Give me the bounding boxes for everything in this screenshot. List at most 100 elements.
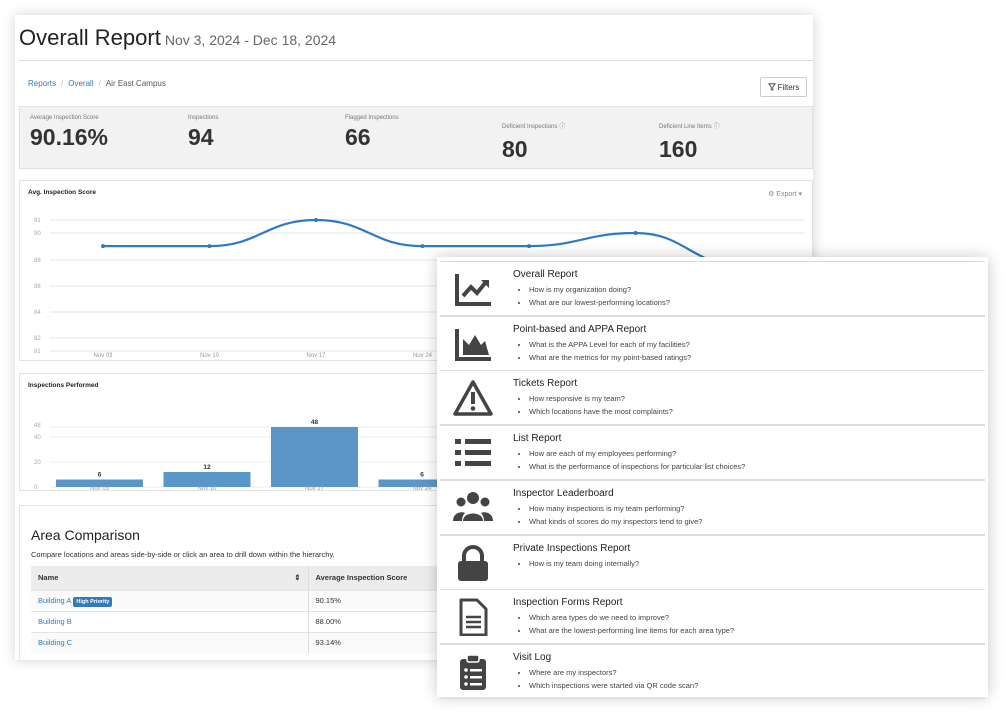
question-item: What are our lowest-performing locations… xyxy=(529,296,670,309)
question-item: Which locations have the most complaints… xyxy=(529,405,673,418)
info-icon[interactable]: ⓘ xyxy=(713,124,720,130)
report-option[interactable]: Private Inspections Report How is my team… xyxy=(440,534,985,590)
date-range: Nov 3, 2024 - Dec 18, 2024 xyxy=(164,32,337,48)
report-title[interactable]: Inspector Leaderboard xyxy=(513,487,614,499)
stat-value: 94 xyxy=(188,124,214,150)
name-cell: Building B xyxy=(31,610,309,632)
stat-value: 80 xyxy=(502,136,528,162)
report-option[interactable]: Inspector Leaderboard How many inspection… xyxy=(440,479,985,535)
report-questions: How many inspections is my team performi… xyxy=(529,502,702,528)
filters-button[interactable]: Filters xyxy=(760,77,807,97)
area-chart-icon xyxy=(453,325,493,363)
stat-card: Deficient Line Items ⓘ 160 xyxy=(659,115,720,163)
y-tick-label: 88 xyxy=(34,258,41,264)
y-tick-label: 82 xyxy=(34,336,41,342)
bar xyxy=(56,479,143,487)
score-cell: 90.15% xyxy=(308,589,451,611)
data-point xyxy=(633,231,638,235)
clipboard-icon xyxy=(453,653,493,691)
column-header-score[interactable]: Average Inspection Score xyxy=(308,566,451,590)
stat-card: Inspections 94 xyxy=(188,115,218,151)
line-chart-icon xyxy=(453,270,493,308)
report-option[interactable]: Point-based and APPA Report What is the A… xyxy=(440,315,985,371)
y-tick-label: 90 xyxy=(34,231,41,237)
table-row[interactable]: Building C 93.14% xyxy=(31,631,451,653)
report-questions: Which area types do we need to improve?W… xyxy=(529,611,734,637)
divider xyxy=(19,60,813,61)
question-item: How many inspections is my team performi… xyxy=(529,502,702,515)
stat-label: Flagged Inspections xyxy=(345,115,399,121)
section-description: Compare locations and areas side-by-side… xyxy=(31,550,335,559)
area-link[interactable]: Building A xyxy=(38,596,72,605)
report-option[interactable]: Tickets Report How responsive is my team?… xyxy=(440,370,985,426)
report-option[interactable]: Visit Log Where are my inspectors?Which i… xyxy=(440,643,985,699)
area-comparison: Area Comparison Compare locations and ar… xyxy=(19,505,813,660)
bar-value-label: 6 xyxy=(98,472,102,479)
export-label: Export xyxy=(776,191,797,198)
bar-value-label: 6 xyxy=(420,472,424,479)
stat-label: Deficient Inspections xyxy=(502,124,558,130)
report-title[interactable]: Private Inspections Report xyxy=(513,542,631,554)
stat-label: Average Inspection Score xyxy=(30,115,99,121)
question-item: How are each of my employees performing? xyxy=(529,447,745,460)
y-tick-label: 48 xyxy=(34,423,41,429)
report-title[interactable]: Overall Report xyxy=(513,269,578,280)
report-questions: How is my organization doing?What are ou… xyxy=(529,283,670,309)
table-row[interactable]: Building B 88.00% xyxy=(31,610,451,632)
report-option[interactable]: Overall Report How is my organization doi… xyxy=(440,261,985,316)
data-point xyxy=(101,244,105,249)
lock-icon xyxy=(453,544,493,582)
question-item: What are the metrics for my point-based … xyxy=(529,351,691,364)
report-questions: Where are my inspectors?Which inspection… xyxy=(529,666,698,692)
score-cell: 93.14% xyxy=(308,631,451,653)
data-point xyxy=(527,244,531,249)
bar xyxy=(163,472,251,487)
title-text: Overall Report xyxy=(19,25,161,50)
area-link[interactable]: Building C xyxy=(38,638,73,648)
stat-value: 66 xyxy=(345,124,371,150)
section-title: Area Comparison xyxy=(31,527,140,543)
chart-title: Inspections Performed xyxy=(28,382,99,389)
priority-badge: High Priority xyxy=(73,597,113,607)
users-icon xyxy=(453,489,493,527)
name-cell: Building C xyxy=(31,631,309,653)
breadcrumb-reports[interactable]: Reports xyxy=(28,79,57,88)
report-title[interactable]: Visit Log xyxy=(513,651,552,663)
breadcrumb-overall[interactable]: Overall xyxy=(68,79,94,88)
stat-label: Inspections xyxy=(188,115,219,121)
page-title: Overall Report Nov 3, 2024 - Dec 18, 2024 xyxy=(19,25,336,51)
sort-icon[interactable]: ⇕ xyxy=(294,573,301,583)
report-questions: What is the APPA Level for each of my fa… xyxy=(529,338,691,364)
report-title[interactable]: Inspection Forms Report xyxy=(513,597,623,609)
question-item: What are the lowest-performing line item… xyxy=(529,624,734,637)
score-cell: 88.00% xyxy=(308,610,451,632)
bar-value-label: 12 xyxy=(203,464,211,471)
y-tick-label: 84 xyxy=(34,310,41,316)
x-tick-label: Nov 03 xyxy=(93,353,113,359)
table-row[interactable]: Building A High Priority 90.15% xyxy=(31,589,451,611)
data-point xyxy=(314,218,318,222)
x-tick-label: Nov 17 xyxy=(306,353,326,359)
export-button[interactable]: ⚙ Export ▾ xyxy=(768,191,802,198)
bar xyxy=(378,479,466,487)
question-item: Which area types do we need to improve? xyxy=(529,611,734,624)
report-title[interactable]: Tickets Report xyxy=(513,378,578,390)
report-questions: How are each of my employees performing?… xyxy=(529,447,745,473)
report-title[interactable]: Point-based and APPA Report xyxy=(513,323,647,335)
question-item: Where are my inspectors? xyxy=(529,666,698,679)
x-tick-label: Nov 10 xyxy=(200,353,220,359)
y-tick-label: 91 xyxy=(34,218,41,224)
y-tick-label: 86 xyxy=(34,284,41,290)
chart-title: Avg. Inspection Score xyxy=(28,189,97,196)
report-option[interactable]: List Report How are each of my employees … xyxy=(440,425,985,481)
filters-label: Filters xyxy=(777,82,800,92)
area-link[interactable]: Building B xyxy=(38,617,72,626)
column-header-name[interactable]: Name ⇕ xyxy=(31,566,309,590)
report-title[interactable]: List Report xyxy=(513,433,562,445)
stat-value: 160 xyxy=(659,136,698,162)
name-cell: Building A High Priority xyxy=(31,589,309,611)
info-icon[interactable]: ⓘ xyxy=(559,124,566,130)
report-option[interactable]: Inspection Forms Report Which area types … xyxy=(440,589,985,645)
question-item: How responsive is my team? xyxy=(529,392,673,405)
stats-bar: Average Inspection Score 90.16% Inspection… xyxy=(19,106,813,169)
